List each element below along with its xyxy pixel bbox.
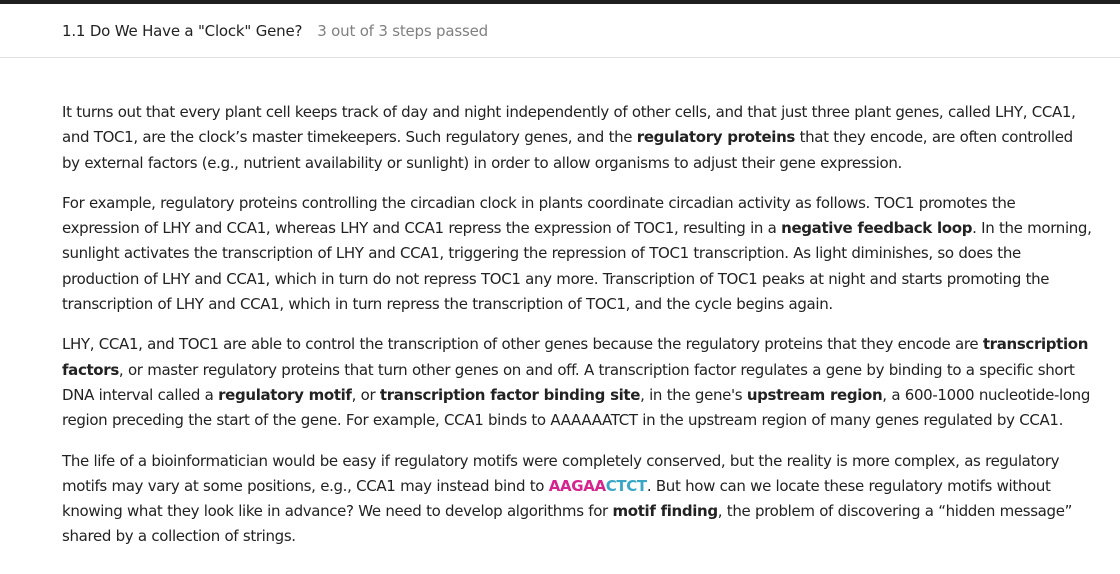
text-span: , a 600-1000 nucleotide-long region prec… (62, 385, 1090, 430)
term-regulatory-proteins: regulatory proteins (636, 128, 796, 147)
text-span: The life of a bioinformatician would be … (62, 451, 1060, 495)
text-span: . But how can we locate these regulatory… (62, 476, 1051, 521)
dna-segment-purine: AAGAA (548, 476, 606, 495)
term-negative-feedback-loop: negative feedback loop (781, 219, 973, 238)
lesson-content: It turns out that every plant cell keeps… (0, 58, 1092, 550)
text-span: , or (351, 385, 380, 404)
text-span: , in the gene's (640, 385, 747, 404)
lesson-header: 1.1 Do We Have a "Clock" Gene? 3 out of … (0, 4, 1120, 58)
text-span: . In the morning, sunlight activates the… (62, 219, 1092, 314)
dna-segment-pyrimidine: CTCT (605, 476, 647, 495)
paragraph-4: The life of a bioinformatician would be … (62, 449, 1092, 550)
paragraph-1: It turns out that every plant cell keeps… (62, 100, 1092, 176)
top-bar (0, 0, 1120, 4)
term-upstream-region: upstream region (746, 385, 883, 404)
lesson-title: 1.1 Do We Have a "Clock" Gene? (62, 21, 303, 40)
text-span: LHY, CCA1, and TOC1 are able to control … (62, 335, 983, 354)
dna-sequence: AAGAACTCT (549, 477, 647, 495)
term-transcription-factors: transcription factors (62, 335, 1089, 379)
paragraph-2: For example, regulatory proteins control… (62, 191, 1092, 317)
text-span: For example, regulatory proteins control… (62, 193, 1016, 238)
text-span: that they encode, are often controlled b… (62, 128, 1073, 172)
text-span: , or master regulatory proteins that tur… (62, 360, 1075, 404)
term-motif-finding: motif finding (612, 502, 718, 521)
term-binding-site: transcription factor binding site (379, 385, 641, 404)
text-span: It turns out that every plant cell keeps… (62, 103, 1076, 147)
paragraph-3: LHY, CCA1, and TOC1 are able to control … (62, 332, 1092, 433)
text-span: , the problem of discovering a “hidden m… (62, 502, 1072, 546)
term-regulatory-motif: regulatory motif (218, 385, 352, 404)
steps-status: 3 out of 3 steps passed (317, 21, 488, 40)
